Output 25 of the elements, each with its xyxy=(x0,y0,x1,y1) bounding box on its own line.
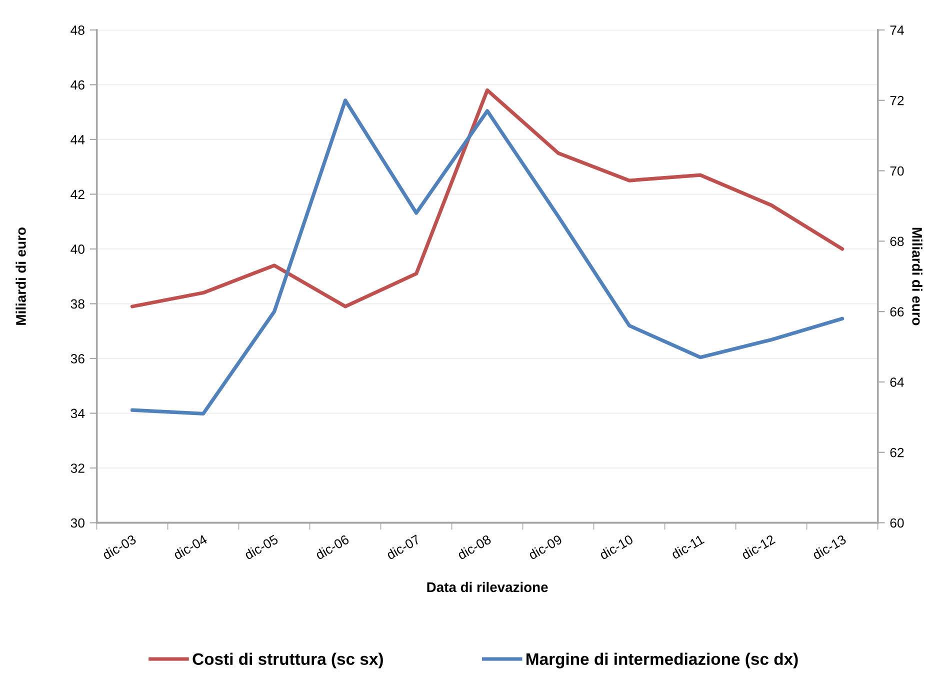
line-series xyxy=(130,88,844,308)
y2-tick-label: 66 xyxy=(890,307,904,316)
y2-tick-label: 68 xyxy=(890,236,904,246)
y-axis-title: Miliardi di euro xyxy=(16,228,26,325)
y-tick-label: 34 xyxy=(70,408,85,418)
y2-tick-label: 72 xyxy=(890,96,904,106)
legend-label: Costi di struttura (sc sx) xyxy=(192,652,383,668)
y2-tick-label: 70 xyxy=(890,166,904,176)
y-tick-label: 48 xyxy=(70,26,84,35)
legend-label: Margine di intermediazione (sc dx) xyxy=(526,652,798,668)
y-tick-label: 40 xyxy=(70,244,84,254)
y-tick-label: 46 xyxy=(70,80,84,90)
y-tick-label: 32 xyxy=(70,464,84,473)
y-tick-label: 38 xyxy=(70,299,84,309)
y2-axis-title: Miliardi di euro xyxy=(912,228,922,326)
y-tick-label: 30 xyxy=(70,518,84,528)
y-tick-label: 36 xyxy=(70,354,84,364)
x-axis-title: Data di rilevazione xyxy=(427,582,548,592)
y-tick-label: 44 xyxy=(70,135,85,144)
y2-tick-label: 62 xyxy=(890,448,904,458)
y2-tick-label: 74 xyxy=(890,26,904,35)
y2-tick-label: 60 xyxy=(890,518,904,528)
y2-tick-label: 64 xyxy=(890,378,904,387)
line-series xyxy=(130,98,844,416)
y-tick-label: 42 xyxy=(70,190,84,200)
